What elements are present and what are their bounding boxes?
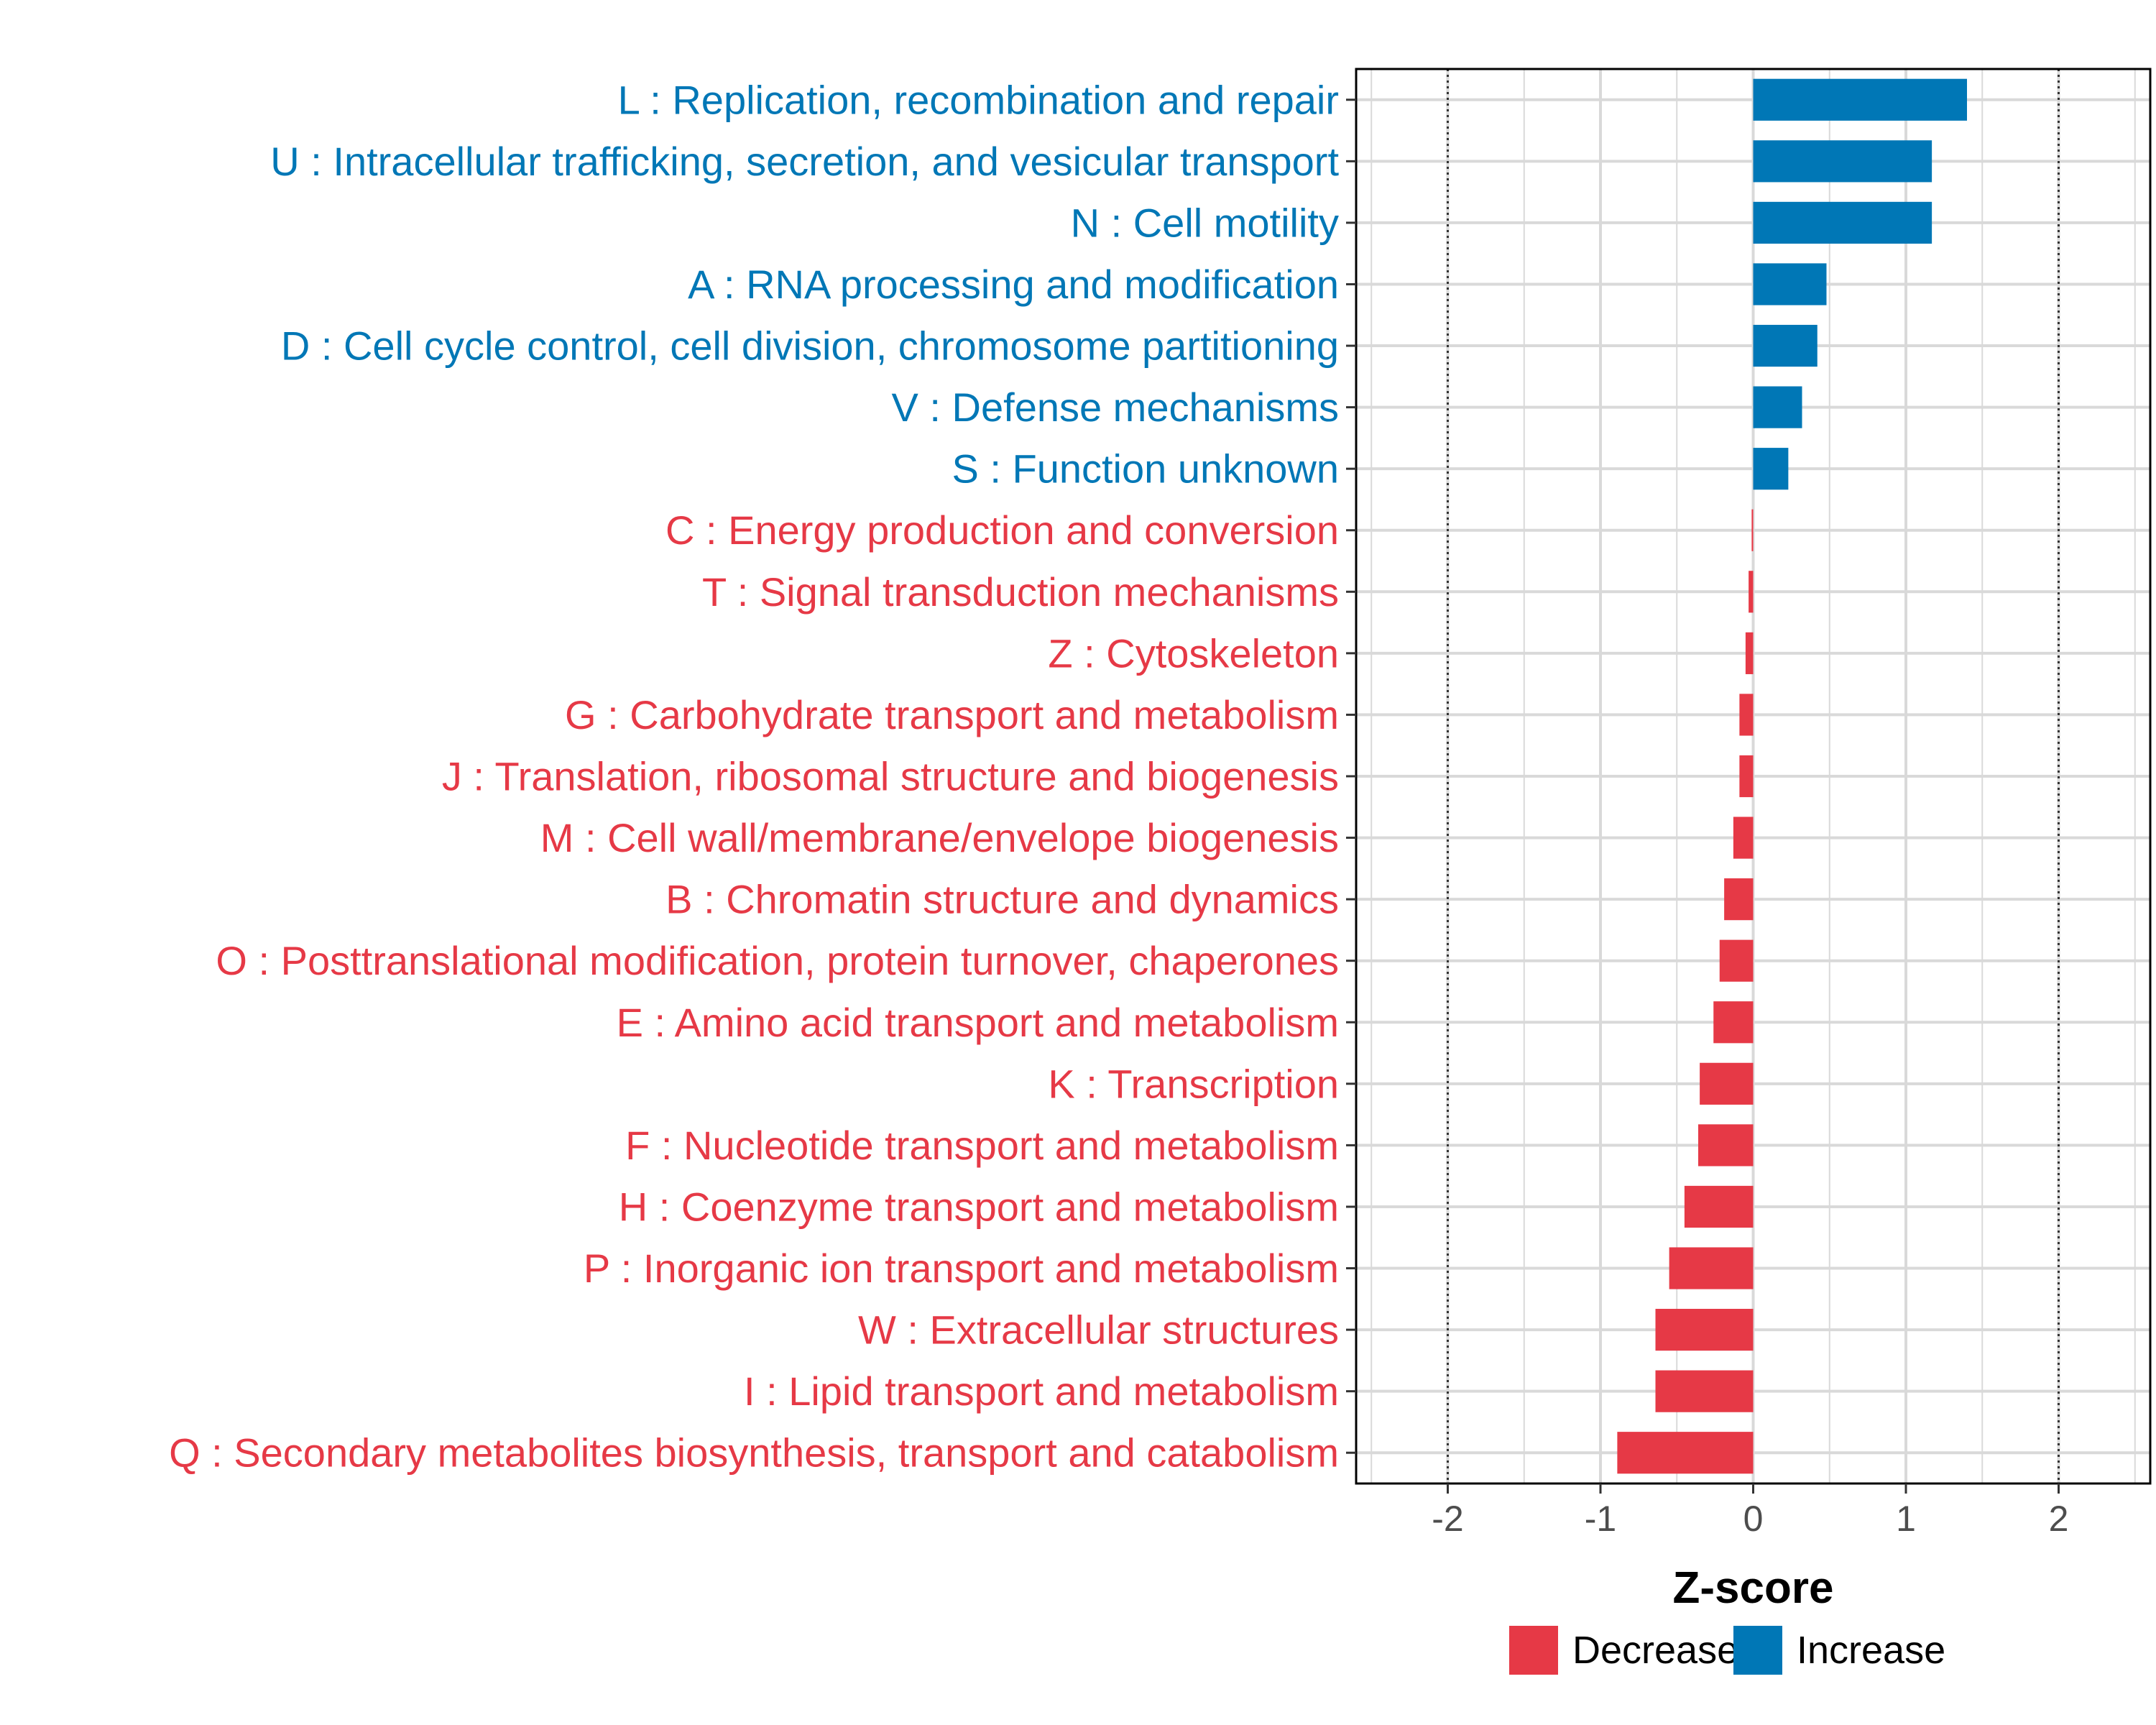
bar xyxy=(1719,939,1754,982)
bar xyxy=(1655,1370,1754,1412)
bars xyxy=(1617,78,1967,1474)
bar xyxy=(1745,632,1754,674)
bar xyxy=(1669,1247,1754,1289)
bar xyxy=(1700,1062,1754,1105)
category-label: S : Function unknown xyxy=(952,446,1339,492)
bar xyxy=(1753,386,1802,428)
bar xyxy=(1713,1001,1754,1044)
category-label: Z : Cytoskeleton xyxy=(1048,630,1339,676)
x-axis-title: Z-score xyxy=(1673,1563,1834,1613)
category-label: E : Amino acid transport and metabolism xyxy=(617,1000,1339,1045)
category-label: J : Translation, ribosomal structure and… xyxy=(442,754,1339,799)
category-label: T : Signal transduction mechanisms xyxy=(702,569,1339,615)
legend-swatch-decrease xyxy=(1509,1626,1558,1675)
bar xyxy=(1724,878,1754,921)
bar xyxy=(1751,509,1754,551)
category-label: H : Coenzyme transport and metabolism xyxy=(619,1184,1339,1229)
x-tick-label: -1 xyxy=(1585,1499,1616,1539)
y-axis-ticks xyxy=(1346,98,1356,1454)
category-label: L : Replication, recombination and repai… xyxy=(618,77,1339,122)
category-label: P : Inorganic ion transport and metaboli… xyxy=(584,1246,1339,1291)
bar xyxy=(1753,78,1967,121)
category-label: V : Defense mechanisms xyxy=(892,385,1339,430)
bar xyxy=(1698,1124,1754,1167)
category-label: O : Posttranslational modification, prot… xyxy=(216,938,1339,983)
x-tick-label: -2 xyxy=(1432,1499,1463,1539)
category-labels: L : Replication, recombination and repai… xyxy=(169,77,1339,1475)
legend-label-increase: Increase xyxy=(1797,1629,1945,1672)
bar xyxy=(1753,201,1932,244)
x-tick-label: 2 xyxy=(2049,1499,2069,1539)
category-label: D : Cell cycle control, cell division, c… xyxy=(281,323,1339,369)
bar xyxy=(1617,1432,1754,1474)
x-axis-ticks: -2 -1 0 1 2 xyxy=(1432,1484,2068,1539)
category-label: G : Carbohydrate transport and metabolis… xyxy=(565,692,1339,737)
legend: Decrease Increase xyxy=(1509,1626,1945,1675)
bar xyxy=(1753,324,1818,367)
category-label: M : Cell wall/membrane/envelope biogenes… xyxy=(540,815,1339,860)
bar xyxy=(1753,140,1932,183)
category-label: F : Nucleotide transport and metabolism xyxy=(625,1123,1339,1168)
bar xyxy=(1655,1308,1754,1351)
bar xyxy=(1753,448,1789,490)
category-label: A : RNA processing and modification xyxy=(688,262,1339,307)
x-tick-label: 1 xyxy=(1896,1499,1916,1539)
category-label: U : Intracellular trafficking, secretion… xyxy=(270,139,1339,184)
bar xyxy=(1739,755,1754,798)
legend-label-decrease: Decrease xyxy=(1572,1629,1738,1672)
reference-lines xyxy=(1447,69,2060,1484)
category-label: Q : Secondary metabolites biosynthesis, … xyxy=(169,1430,1339,1476)
category-label: B : Chromatin structure and dynamics xyxy=(665,877,1339,922)
bar xyxy=(1684,1185,1754,1228)
category-label: C : Energy production and conversion xyxy=(665,507,1339,553)
category-label: K : Transcription xyxy=(1048,1061,1339,1106)
category-label: I : Lipid transport and metabolism xyxy=(744,1368,1339,1414)
category-label: W : Extracellular structures xyxy=(858,1307,1339,1353)
bar xyxy=(1739,694,1754,736)
bar xyxy=(1733,816,1754,859)
x-tick-label: 0 xyxy=(1743,1499,1764,1539)
bar xyxy=(1753,263,1827,305)
legend-swatch-increase xyxy=(1733,1626,1782,1675)
category-label: N : Cell motility xyxy=(1071,200,1339,245)
bar xyxy=(1749,571,1754,613)
